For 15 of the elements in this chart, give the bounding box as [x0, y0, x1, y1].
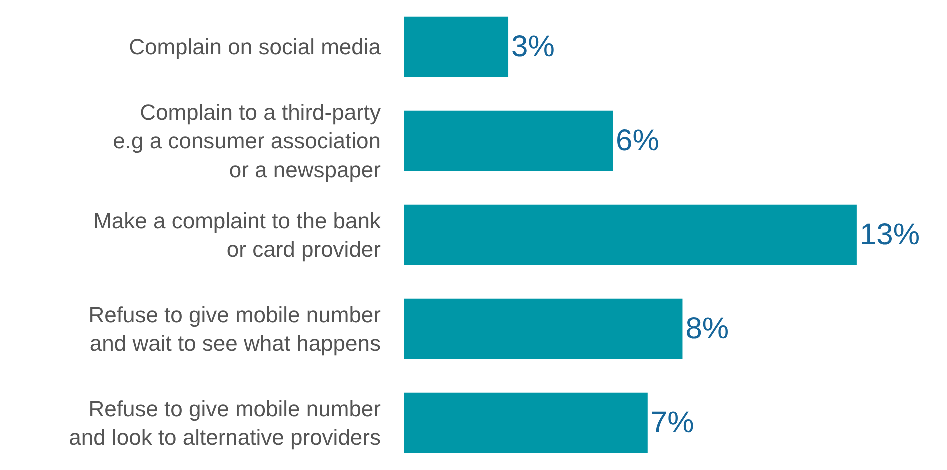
bar [404, 204, 857, 266]
bar [404, 110, 614, 172]
y-tick-label: Refuse to give mobile number and wait to see what happens [88, 302, 381, 356]
bar [404, 392, 648, 454]
y-tick-label: Complain on social media [129, 34, 382, 60]
y-tick-label: Make a complaint to the bank or card provider [94, 208, 382, 262]
y-tick-label: Refuse to give mobile number and look to alternative providers [69, 396, 381, 450]
bar [404, 16, 509, 78]
data-label: 7% [650, 406, 694, 440]
y-tick-label: Complain to a third-party e.g a consumer association or a newspaper [113, 100, 381, 182]
bar [404, 298, 683, 360]
data-label: 8% [686, 312, 730, 346]
data-label: 6% [616, 124, 660, 158]
data-label: 3% [512, 30, 555, 64]
data-label: 13% [860, 218, 920, 252]
